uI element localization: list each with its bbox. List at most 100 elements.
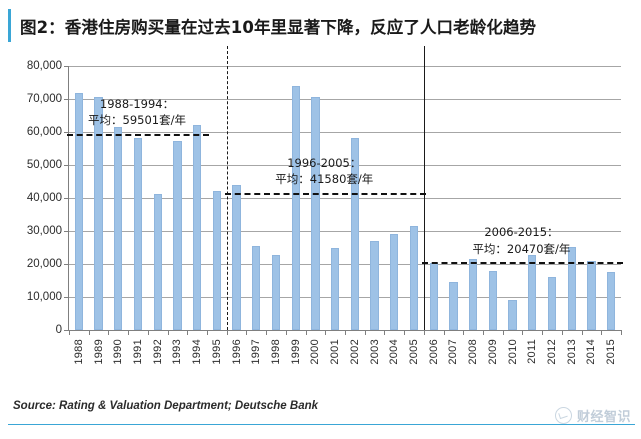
watermark: 财经智识 bbox=[554, 406, 631, 425]
x-axis-tick bbox=[305, 330, 307, 335]
bar bbox=[567, 247, 576, 330]
x-axis-label: 2006 bbox=[427, 339, 440, 365]
x-axis-label: 1992 bbox=[151, 339, 164, 365]
x-axis-label: 1988 bbox=[72, 339, 85, 365]
x-axis-label: 1993 bbox=[171, 339, 184, 365]
bar bbox=[212, 191, 221, 330]
x-axis-tick bbox=[167, 330, 169, 335]
y-axis-label: 20,000 bbox=[26, 258, 62, 270]
period-1-range-label: 1988-1994： bbox=[99, 96, 175, 111]
x-axis-tick bbox=[285, 330, 287, 335]
x-axis-label: 2008 bbox=[467, 339, 480, 365]
period-2-average-label: 平均：41580套/年 bbox=[275, 172, 374, 187]
circle-check-logo-icon bbox=[554, 407, 572, 424]
separator-1995-1996 bbox=[226, 46, 228, 330]
x-axis-label: 2004 bbox=[388, 339, 401, 365]
y-axis-tick bbox=[64, 264, 69, 265]
figure-title-bar: 图2：香港住房购买量在过去10年里显著下降，反应了人口老龄化趋势 bbox=[8, 9, 635, 42]
bar bbox=[587, 261, 596, 330]
period-1-average-label: 平均：59501套/年 bbox=[88, 113, 186, 128]
x-axis-label: 1991 bbox=[132, 339, 144, 365]
period-2-annotation: 1996-2005： 平均：41580套/年 bbox=[239, 155, 409, 188]
y-axis-tick bbox=[64, 330, 69, 331]
y-axis-label: 0 bbox=[55, 324, 62, 336]
y-axis-label: 40,000 bbox=[26, 192, 62, 204]
y-axis-tick bbox=[64, 132, 69, 133]
period-3-average-label: 平均：20470套/年 bbox=[472, 242, 571, 257]
y-axis-label: 80,000 bbox=[26, 60, 62, 72]
bar bbox=[370, 240, 379, 330]
x-axis-tick bbox=[621, 330, 622, 335]
bar bbox=[193, 124, 202, 330]
x-axis-tick bbox=[88, 330, 90, 335]
y-axis-tick bbox=[64, 165, 69, 166]
bar bbox=[74, 93, 83, 330]
period-2-range-label: 1996-2005： bbox=[287, 155, 362, 170]
x-axis-label: 2002 bbox=[348, 339, 361, 365]
bar bbox=[232, 184, 241, 330]
x-axis-label: 2011 bbox=[526, 339, 539, 364]
gridline bbox=[69, 198, 621, 199]
gridline bbox=[69, 264, 621, 265]
x-axis-tick bbox=[542, 330, 544, 335]
period-1-average-line bbox=[67, 133, 209, 136]
x-axis-label: 2000 bbox=[309, 339, 322, 365]
x-axis-label: 1994 bbox=[191, 339, 204, 365]
x-axis-tick bbox=[325, 330, 327, 335]
x-axis-tick bbox=[246, 330, 248, 335]
y-axis-label: 10,000 bbox=[26, 291, 62, 303]
x-axis-tick bbox=[522, 330, 524, 335]
bar bbox=[173, 140, 182, 330]
x-axis-label: 2015 bbox=[605, 339, 618, 365]
x-axis-tick bbox=[108, 330, 110, 335]
bar bbox=[271, 255, 281, 330]
x-axis-tick bbox=[69, 330, 70, 335]
x-axis-tick bbox=[443, 330, 445, 335]
x-axis-label: 2013 bbox=[565, 339, 578, 365]
bar bbox=[114, 127, 123, 330]
gridline bbox=[69, 132, 621, 133]
x-axis-tick bbox=[187, 330, 189, 335]
x-axis-label: 1998 bbox=[270, 339, 282, 365]
bar bbox=[508, 299, 517, 330]
x-axis-tick bbox=[207, 330, 208, 335]
x-axis-label: 2001 bbox=[329, 339, 342, 365]
bar bbox=[252, 246, 261, 330]
gridline bbox=[69, 99, 621, 100]
bar bbox=[350, 137, 359, 330]
x-axis-tick bbox=[483, 330, 484, 335]
x-axis-label: 2007 bbox=[447, 339, 460, 365]
period-3-average-line bbox=[421, 262, 623, 265]
period-3-annotation: 2006-2015： 平均：20470套/年 bbox=[436, 224, 606, 257]
y-axis-label: 50,000 bbox=[26, 159, 62, 171]
x-axis-tick bbox=[128, 330, 130, 335]
bar bbox=[607, 271, 616, 330]
x-axis-tick bbox=[147, 330, 149, 335]
y-axis-tick bbox=[64, 198, 69, 199]
x-axis-tick bbox=[384, 330, 386, 335]
period-1-annotation: 1988-1994： 平均：59501套/年 bbox=[52, 96, 222, 129]
bar bbox=[153, 194, 162, 330]
bar bbox=[547, 276, 557, 330]
gridline bbox=[69, 66, 621, 67]
x-axis-label: 1999 bbox=[289, 339, 302, 365]
bar-series bbox=[69, 66, 621, 330]
bar bbox=[449, 282, 458, 330]
period-2-average-line bbox=[224, 192, 426, 195]
plot-area: 0 10,000 20,000 30,000 40,000 50,000 60,000 70,… bbox=[27, 46, 623, 365]
bar bbox=[331, 247, 340, 330]
bar bbox=[469, 259, 478, 330]
y-axis-tick bbox=[64, 231, 69, 232]
bar bbox=[528, 254, 537, 330]
separator-2005-2006 bbox=[423, 46, 425, 330]
y-axis-label: 60,000 bbox=[26, 126, 62, 138]
bar bbox=[311, 97, 320, 330]
x-axis-label: 2009 bbox=[486, 339, 499, 365]
source-note: Source: Rating & Valuation Department; D… bbox=[13, 400, 319, 412]
x-axis-tick bbox=[601, 330, 603, 335]
watermark-label: 财经智识 bbox=[576, 410, 631, 425]
x-axis-label: 2010 bbox=[506, 339, 519, 365]
bar bbox=[133, 137, 143, 330]
x-axis-tick bbox=[561, 330, 563, 335]
